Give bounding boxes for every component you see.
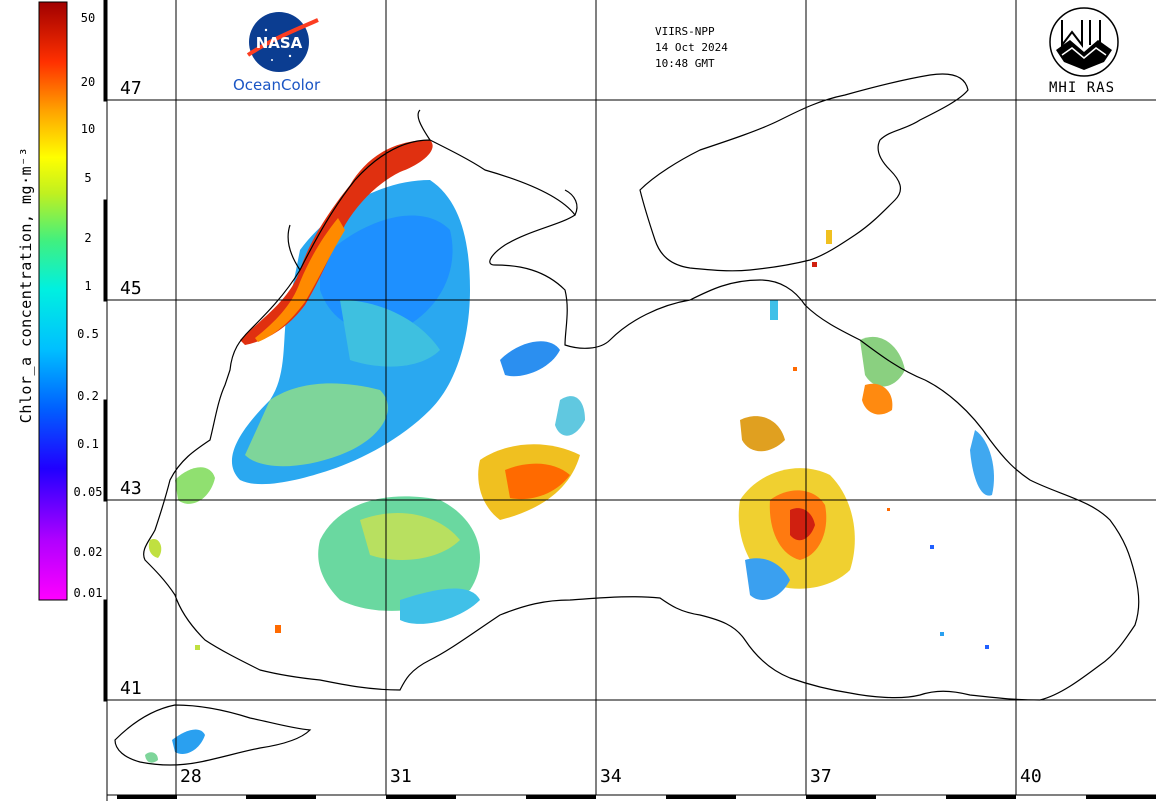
chlorophyll-layer <box>145 140 995 763</box>
longitude-label: 31 <box>390 766 412 787</box>
colorbar-tick: 5 <box>84 171 92 185</box>
acquisition-date: 14 Oct 2024 <box>655 41 728 54</box>
left-ruler <box>103 0 108 702</box>
longitude-label: 34 <box>600 766 622 787</box>
colorbar-tick: 2 <box>84 231 92 245</box>
coastline <box>114 73 1140 766</box>
colorbar-title: Chlor_a concentration, mg·m⁻³ <box>17 146 35 424</box>
longitude-label: 37 <box>810 766 832 787</box>
mhi-logo-icon <box>1049 7 1119 77</box>
colorbar-tick: 50 <box>80 11 96 25</box>
longitude-label: 40 <box>1020 766 1042 787</box>
colorbar <box>38 1 68 601</box>
colorbar-tick: 10 <box>80 122 96 136</box>
longitude-label: 28 <box>180 766 202 787</box>
latitude-label: 45 <box>120 278 142 299</box>
colorbar-tick: 0.01 <box>73 586 103 600</box>
bottom-ruler <box>107 794 1156 799</box>
oceancolor-label: OceanColor <box>233 76 321 94</box>
colorbar-tick: 0.5 <box>77 327 99 341</box>
sensor-name: VIIRS-NPP <box>655 25 715 38</box>
colorbar-tick: 1 <box>84 279 92 293</box>
colorbar-tick: 0.02 <box>73 545 103 559</box>
acquisition-info: VIIRS-NPP 14 Oct 2024 10:48 GMT <box>655 24 728 72</box>
nasa-logo-icon: NASA <box>246 12 319 72</box>
colorbar-tick: 0.1 <box>77 437 99 451</box>
colorbar-tick: 0.05 <box>73 485 103 499</box>
latitude-label: 47 <box>120 78 142 99</box>
acquisition-time: 10:48 GMT <box>655 57 715 70</box>
graticule <box>107 0 1156 795</box>
latitude-label: 41 <box>120 678 142 699</box>
colorbar-tick: 20 <box>80 75 96 89</box>
colorbar-tick: 0.2 <box>77 389 99 403</box>
mhi-label: MHI RAS <box>1049 80 1116 96</box>
latitude-label: 43 <box>120 478 142 499</box>
svg-text:NASA: NASA <box>256 34 303 52</box>
